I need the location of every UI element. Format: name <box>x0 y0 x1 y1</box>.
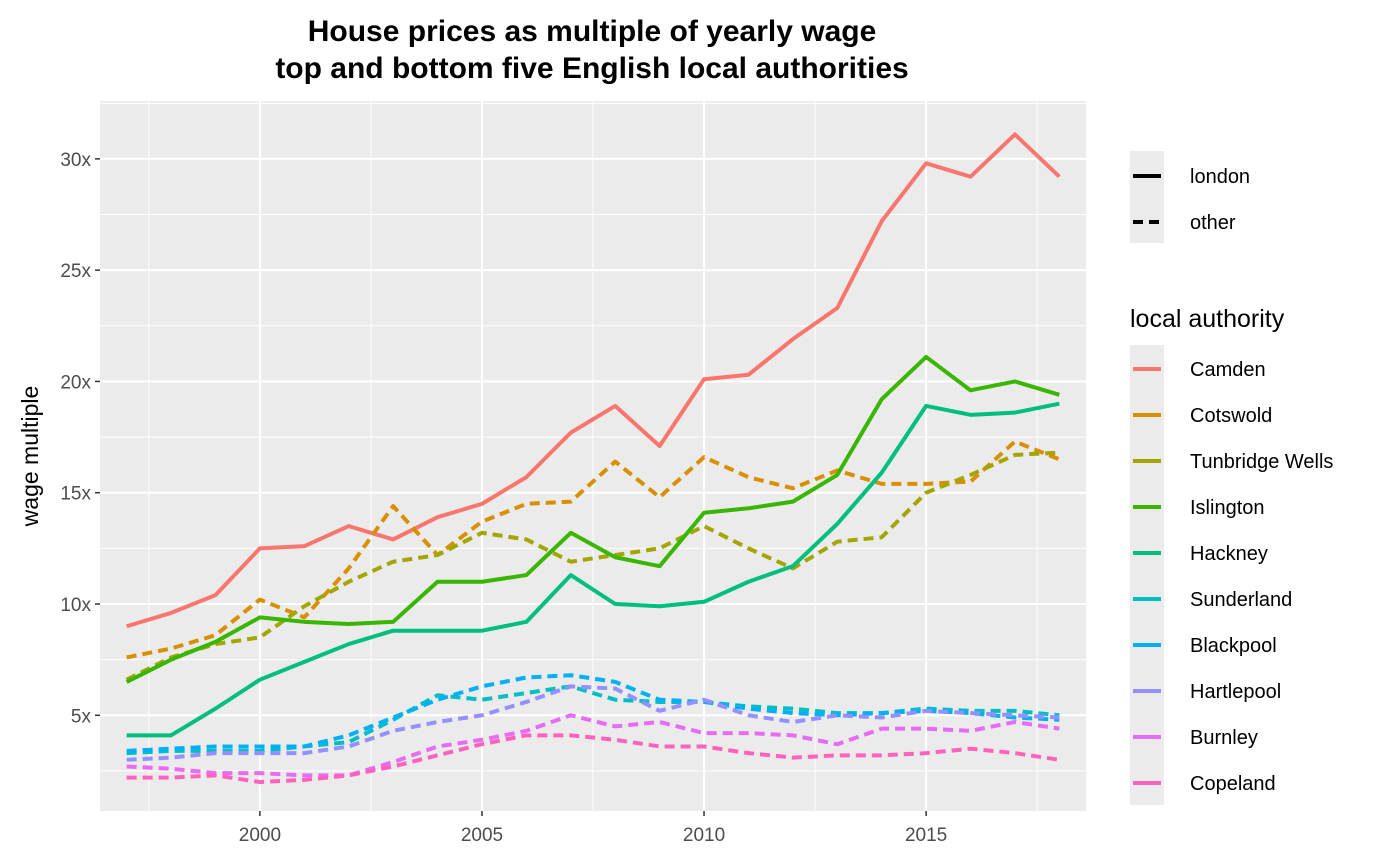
color-legend-keys-background <box>1130 345 1164 805</box>
axis-ticks: 2000 2005 2010 2015 5x 10x 15x 20x 25x 30x <box>60 150 947 846</box>
x-tick-label: 2000 <box>239 825 281 846</box>
color-legend: local authority Camden Cotswold Tunbridge … <box>1130 305 1333 805</box>
y-tick-label: 25x <box>60 261 91 282</box>
series-line-copeland <box>126 733 1060 785</box>
major-gridlines <box>100 101 1086 811</box>
color-legend-label-hackney: Hackney <box>1190 543 1268 565</box>
color-legend-label-camden: Camden <box>1190 359 1266 381</box>
color-legend-label-burnley: Burnley <box>1190 727 1258 749</box>
y-tick-label: 10x <box>60 595 91 616</box>
series-line-islington <box>125 354 1060 684</box>
y-tick-label: 5x <box>71 706 92 727</box>
color-legend-label-blackpool: Blackpool <box>1190 635 1277 657</box>
x-tick-label: 2010 <box>683 825 725 846</box>
x-tick-label: 2015 <box>905 825 947 846</box>
series-line-burnley <box>126 713 1060 778</box>
color-legend-label-islington: Islington <box>1190 497 1265 519</box>
chart-title-line-2: top and bottom five English local author… <box>275 52 908 85</box>
series-line-camden <box>126 132 1061 629</box>
y-axis-title: wage multiple <box>17 386 43 528</box>
color-legend-label-cotswold: Cotswold <box>1190 405 1272 427</box>
series-line-blackpool <box>126 673 1060 753</box>
linetype-legend-keys-background <box>1130 151 1164 243</box>
color-legend-label-hartlepool: Hartlepool <box>1190 681 1281 703</box>
y-tick-label: 15x <box>60 484 91 505</box>
y-tick-label: 20x <box>60 372 91 393</box>
series-lines <box>125 132 1061 785</box>
linetype-legend: london other <box>1130 151 1250 243</box>
series-line-hackney <box>126 401 1060 738</box>
color-legend-label-tunbridge-wells: Tunbridge Wells <box>1190 451 1333 473</box>
linetype-legend-label-other: other <box>1190 212 1236 234</box>
color-legend-title: local authority <box>1130 305 1285 333</box>
series-line-tunbridge-wells <box>125 450 1060 682</box>
linetype-legend-label-london: london <box>1190 166 1250 188</box>
series-line-cotswold <box>126 439 1061 660</box>
x-tick-label: 2005 <box>461 825 503 846</box>
color-legend-label-sunderland: Sunderland <box>1190 589 1292 611</box>
chart-title-line-1: House prices as multiple of yearly wage <box>308 15 877 48</box>
color-legend-label-copeland: Copeland <box>1190 773 1276 795</box>
y-tick-label: 30x <box>60 150 91 171</box>
